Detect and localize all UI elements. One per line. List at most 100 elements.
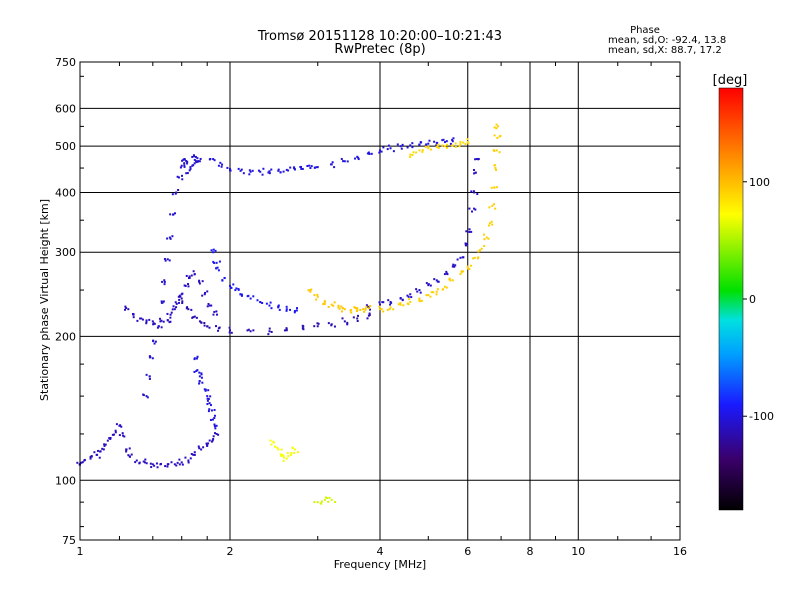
data-point (170, 311, 173, 314)
data-point (209, 395, 212, 398)
data-point (315, 298, 318, 301)
data-point (187, 283, 190, 286)
data-point (467, 142, 470, 145)
data-point (319, 502, 322, 505)
data-point (437, 146, 440, 149)
data-point (193, 453, 196, 456)
data-point (466, 138, 469, 141)
data-point (493, 164, 496, 167)
data-point (315, 166, 318, 169)
data-point (210, 304, 213, 307)
data-point (213, 423, 216, 426)
data-point (301, 324, 304, 327)
data-point (353, 306, 356, 309)
data-point (197, 160, 200, 163)
data-point (285, 457, 288, 460)
data-point (178, 294, 181, 297)
data-point (363, 310, 366, 313)
data-point (495, 149, 498, 152)
data-point (367, 307, 370, 310)
data-point (470, 264, 473, 267)
data-point (416, 290, 419, 293)
data-point (293, 448, 296, 451)
data-point (411, 154, 414, 157)
data-point (235, 287, 238, 290)
data-point (495, 168, 498, 171)
data-point (163, 279, 166, 282)
data-point (432, 291, 435, 294)
data-point (138, 461, 141, 464)
data-point (493, 134, 496, 137)
data-point (208, 326, 211, 329)
data-point (287, 455, 290, 458)
data-point (350, 311, 353, 314)
data-point (166, 237, 169, 240)
data-point (493, 186, 496, 189)
data-point (226, 166, 229, 169)
data-point (427, 145, 430, 148)
data-point (109, 437, 112, 440)
data-point (178, 458, 181, 461)
data-point (181, 292, 184, 295)
data-point (209, 418, 212, 421)
data-point (443, 285, 446, 288)
data-point (163, 280, 166, 283)
data-point (248, 173, 251, 176)
data-point (122, 434, 125, 437)
data-point (346, 160, 349, 163)
data-point (207, 302, 210, 305)
data-point (208, 158, 211, 161)
data-point (148, 355, 151, 358)
data-point (293, 168, 296, 171)
data-point (282, 454, 285, 457)
data-point (451, 279, 454, 282)
data-point (468, 230, 471, 233)
data-point (406, 294, 409, 297)
data-point (277, 448, 280, 451)
data-point (282, 459, 285, 462)
data-point (409, 293, 412, 296)
stats-o-line: mean, sd,O: -92.4, 13.8 (608, 35, 726, 46)
data-point (490, 220, 493, 223)
data-point (90, 455, 93, 458)
data-point (189, 166, 192, 169)
data-point (270, 307, 273, 310)
colorbar-tick-label: -100 (749, 410, 774, 423)
data-point (162, 320, 165, 323)
data-point (154, 340, 157, 343)
data-point (166, 258, 169, 261)
data-point (181, 463, 184, 466)
data-point (198, 447, 201, 450)
data-point (206, 397, 209, 400)
data-point (448, 278, 451, 281)
data-point (327, 305, 330, 308)
data-point (261, 173, 264, 176)
data-point (364, 307, 367, 310)
data-point (427, 142, 430, 145)
data-point (174, 301, 177, 304)
plot-frame (79, 61, 681, 541)
data-point (166, 319, 169, 322)
data-point (183, 164, 186, 167)
data-point (141, 318, 144, 321)
data-point (177, 301, 180, 304)
data-point (230, 286, 233, 289)
data-point (280, 448, 283, 451)
data-point (441, 144, 444, 147)
data-point (471, 210, 474, 213)
data-point (493, 149, 496, 152)
data-point (320, 500, 323, 503)
data-point (206, 290, 209, 293)
data-point (477, 250, 480, 253)
data-point (143, 461, 146, 464)
data-point (149, 462, 152, 465)
data-point (428, 139, 431, 142)
data-point (295, 309, 298, 312)
data-point (443, 145, 446, 148)
data-point (219, 161, 222, 164)
data-point (397, 303, 400, 306)
data-point (173, 308, 176, 311)
data-point (269, 439, 272, 442)
data-point (443, 273, 446, 276)
data-point (430, 291, 433, 294)
